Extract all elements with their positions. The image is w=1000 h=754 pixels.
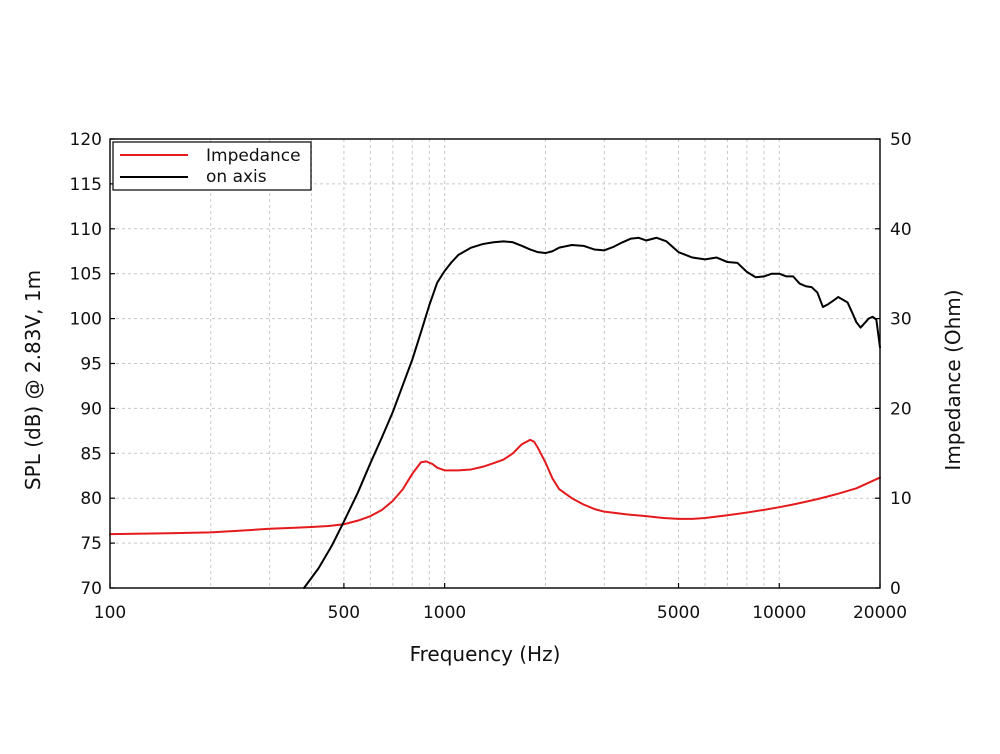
x-tick-label: 10000 [752, 603, 806, 623]
axes: 70 75 80 85 90 95 100 105 110 115 120 0 10 20 30 40 50 10… [70, 130, 912, 623]
y-tick-label: 85 [80, 444, 102, 464]
y2-tick-label: 40 [890, 220, 912, 240]
series-lines [109, 236, 881, 589]
x-tick-label: 1000 [423, 603, 466, 623]
y-tick-label: 120 [70, 130, 102, 150]
x-tick-label: 100 [94, 603, 126, 623]
legend: Impedance on axis [112, 141, 312, 191]
legend-label-impedance: Impedance [206, 146, 301, 166]
y2-tick-label: 30 [890, 310, 912, 330]
y-tick-label: 95 [80, 355, 102, 375]
series-line-impedance [109, 438, 881, 536]
x-tick-label: 5000 [657, 603, 700, 623]
y-tick-label: 70 [80, 579, 102, 599]
y2-tick-label: 0 [890, 579, 901, 599]
x-axis-title: Frequency (Hz) [410, 642, 561, 666]
y-tick-label: 115 [70, 175, 102, 195]
y-tick-label: 110 [70, 220, 102, 240]
grid [109, 138, 881, 589]
y2-tick-label: 50 [890, 130, 912, 150]
y-tick-label: 100 [70, 310, 102, 330]
y-tick-label: 105 [70, 265, 102, 285]
x-tick-label: 500 [328, 603, 360, 623]
legend-label-on-axis: on axis [206, 167, 267, 187]
y-tick-label: 90 [80, 399, 102, 419]
y-tick-label: 80 [80, 489, 102, 509]
y2-tick-label: 10 [890, 489, 912, 509]
y2-axis-title: Impedance (Ohm) [941, 289, 965, 470]
x-tick-label: 20000 [853, 603, 907, 623]
y-tick-label: 75 [80, 534, 102, 554]
y-axis-title: SPL (dB) @ 2.83V, 1m [21, 270, 45, 490]
legend-box [112, 141, 312, 191]
series-line-on-axis [303, 236, 881, 589]
y2-tick-label: 20 [890, 399, 912, 419]
